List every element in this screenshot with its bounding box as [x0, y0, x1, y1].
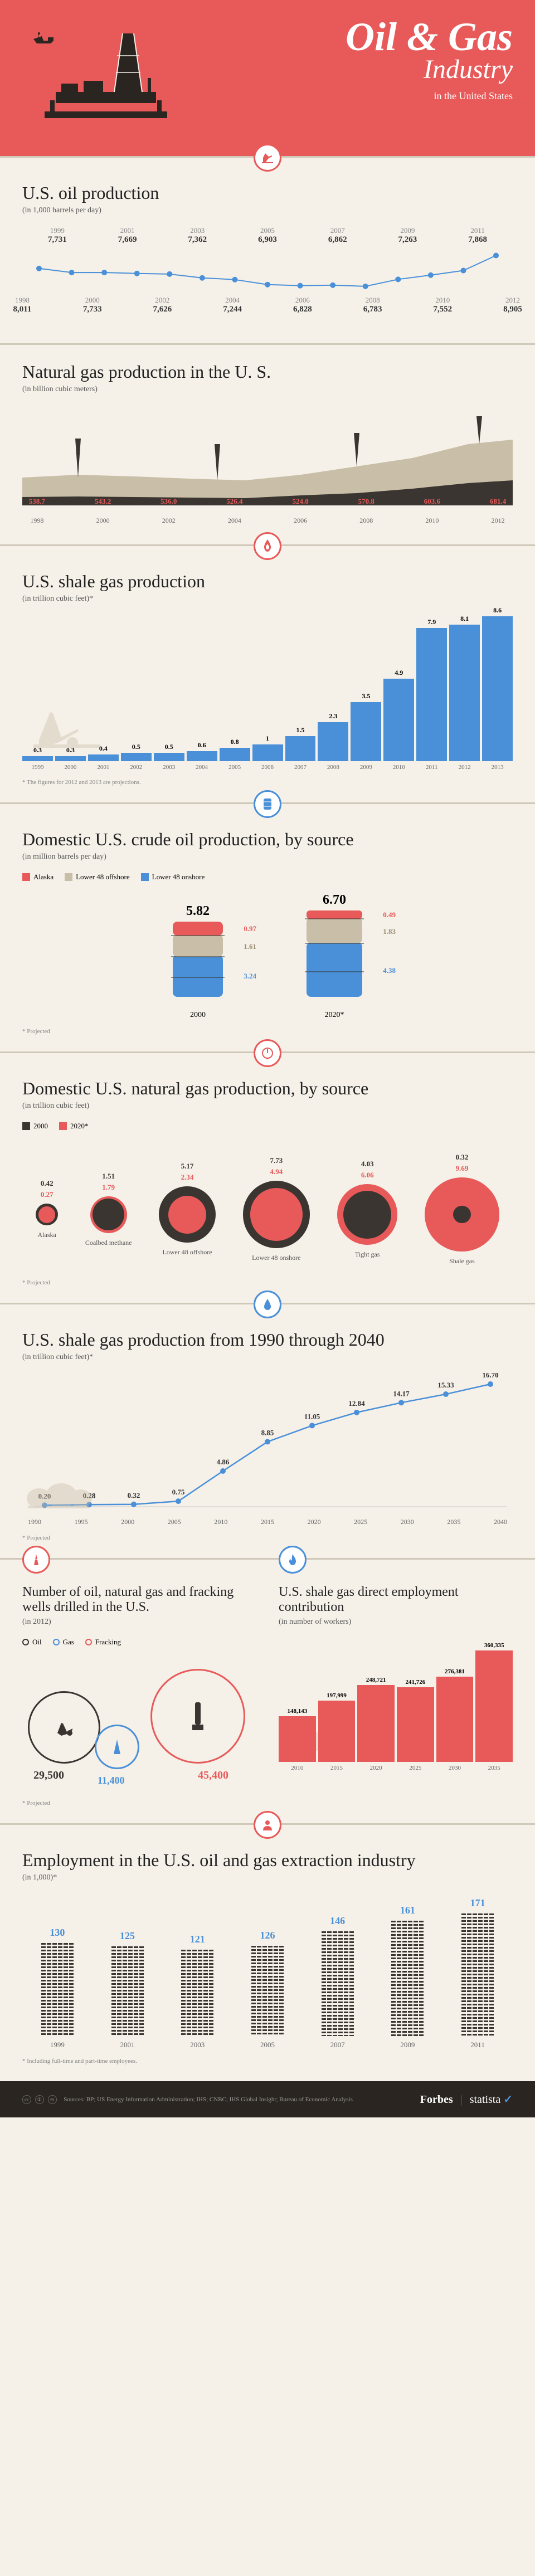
shale-bar-chart: 0.319990.320000.420010.520020.520030.620… [22, 615, 513, 771]
barrel-icon [254, 790, 281, 818]
natgas-src-subtitle: (in trillion cubic feet) [22, 1102, 513, 1111]
section-shale-long: U.S. shale gas production from 1990 thro… [0, 1303, 535, 1558]
crude-subtitle: (in million barrels per day) [22, 853, 513, 861]
crude-footnote: * Projected [22, 1028, 513, 1035]
section-emp-extraction: Employment in the U.S. oil and gas extra… [0, 1823, 535, 2081]
emp-ext-footnote: * Including full-time and part-time empl… [22, 2058, 513, 2064]
section-natural-gas: Natural gas production in the U. S. (in … [0, 343, 535, 544]
shale-long-subtitle: (in trillion cubic feet)* [22, 1353, 513, 1362]
oil-rig-illustration [22, 22, 189, 134]
forbes-logo: Forbes [420, 2093, 453, 2106]
svg-text:15.33: 15.33 [437, 1381, 454, 1389]
section-natgas-source: Domestic U.S. natural gas production, by… [0, 1051, 535, 1303]
svg-text:4.86: 4.86 [217, 1458, 230, 1466]
rings-chart: 0.420.27Alaska1.511.79Coalbed methane5.1… [22, 1147, 513, 1271]
section-oil-production: U.S. oil production (in 1,000 barrels pe… [0, 156, 535, 343]
svg-text:11.05: 11.05 [304, 1413, 320, 1421]
natgas-subtitle: (in billion cubic meters) [22, 385, 513, 394]
gas-icon [254, 532, 281, 560]
emp-ext-title: Employment in the U.S. oil and gas extra… [22, 1850, 513, 1871]
pump-icon [254, 144, 281, 172]
shale-footnote: * The figures for 2012 and 2013 are proj… [22, 779, 513, 786]
natgas-title: Natural gas production in the U. S. [22, 362, 513, 382]
emp-ext-subtitle: (in 1,000)* [22, 1873, 513, 1882]
emp-contrib-chart: 148,1432010197,9992015248,7212020241,726… [279, 1638, 513, 1771]
oil-production-title: U.S. oil production [22, 183, 513, 203]
barrel-2000: 5.82 0.97 1.61 3.24 2000 [164, 904, 231, 1020]
gauge-icon [254, 1039, 281, 1067]
svg-text:16.70: 16.70 [482, 1373, 498, 1379]
crude-legend: AlaskaLower 48 offshoreLower 48 onshore [22, 873, 513, 882]
shale-long-chart: 0.200.280.320.754.868.8511.0512.8414.171… [22, 1373, 513, 1518]
header: Oil & Gas Industry in the United States [0, 0, 535, 156]
crude-title: Domestic U.S. crude oil production, by s… [22, 829, 513, 850]
natgas-src-footnote: * Projected [22, 1279, 513, 1286]
natgas-src-legend: 2000 2020* [22, 1122, 513, 1131]
flame-icon [279, 1546, 307, 1574]
employment-contrib: U.S. shale gas direct employment contrib… [279, 1576, 513, 1806]
oil-production-chart: 19997,73120017,66920037,36220056,9032007… [22, 226, 513, 327]
shale-title: U.S. shale gas production [22, 571, 513, 592]
cc-icon: cc [22, 2095, 31, 2104]
section-crude-source: Domestic U.S. crude oil production, by s… [0, 802, 535, 1051]
svg-text:0.75: 0.75 [172, 1488, 185, 1496]
rig-icon [22, 1546, 50, 1574]
emp-ext-chart: 1301999125200112120031262005146200716120… [22, 1893, 513, 2049]
svg-text:0.32: 0.32 [128, 1491, 140, 1499]
statista-logo: statista [470, 2093, 501, 2106]
shale-long-footnote: * Projected [22, 1535, 513, 1541]
sources-text: Sources: BP; US Energy Information Admin… [64, 2096, 353, 2103]
svg-text:8.85: 8.85 [261, 1429, 274, 1437]
worker-icon [254, 1811, 281, 1839]
svg-text:14.17: 14.17 [393, 1390, 410, 1398]
footer: cc ① ⊝ Sources: BP; US Energy Informatio… [0, 2081, 535, 2117]
by-icon: ① [35, 2095, 44, 2104]
oil-production-subtitle: (in 1,000 barrels per day) [22, 206, 513, 215]
natgas-src-title: Domestic U.S. natural gas production, by… [22, 1078, 513, 1099]
natgas-chart: 538.7543.2536.0526.4524.0570.8603.6681.4… [22, 405, 513, 528]
nd-icon: ⊝ [48, 2095, 57, 2104]
wells-drilled: Number of oil, natural gas and fracking … [22, 1576, 256, 1806]
shale-subtitle: (in trillion cubic feet)* [22, 595, 513, 603]
drop-icon [254, 1291, 281, 1318]
section-shale-gas: U.S. shale gas production (in trillion c… [0, 544, 535, 802]
section-two-col: Number of oil, natural gas and fracking … [0, 1558, 535, 1823]
svg-text:12.84: 12.84 [348, 1399, 365, 1408]
shale-long-title: U.S. shale gas production from 1990 thro… [22, 1330, 513, 1350]
barrel-2020: 6.70 0.49 1.83 4.38 2020* [298, 893, 371, 1020]
